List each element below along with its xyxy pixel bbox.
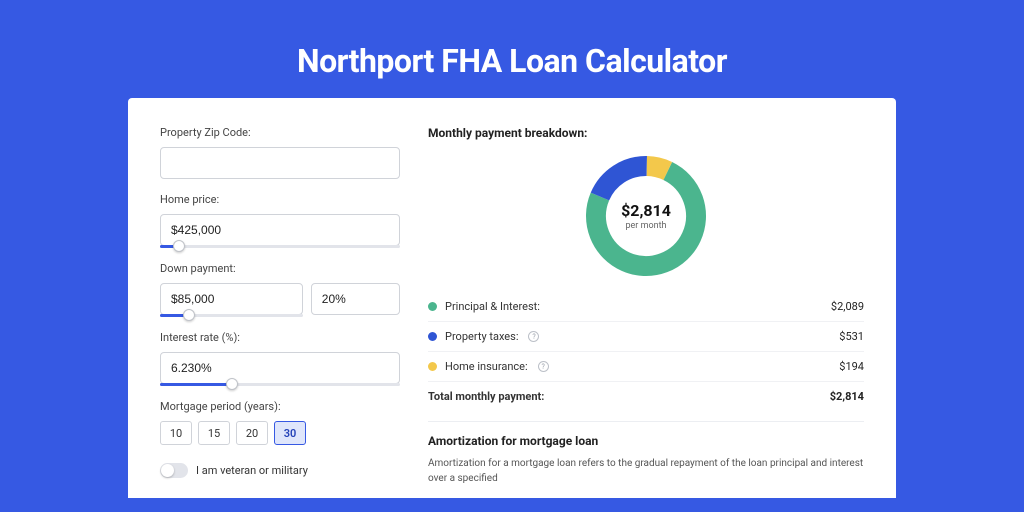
donut-segment	[647, 166, 668, 171]
down-payment-percent-input[interactable]	[311, 283, 400, 315]
home-price-label: Home price:	[160, 193, 400, 206]
veteran-toggle[interactable]	[160, 463, 188, 478]
down-payment-amount-input[interactable]	[160, 283, 303, 315]
legend-value: $2,089	[831, 300, 864, 313]
down-payment-slider-thumb[interactable]	[183, 309, 195, 321]
legend-row: Home insurance:? $194	[428, 351, 864, 381]
amortization-title: Amortization for mortgage loan	[428, 434, 864, 448]
down-payment-group: Down payment:	[160, 262, 400, 317]
home-price-input[interactable]	[160, 214, 400, 246]
zip-field-group: Property Zip Code:	[160, 126, 400, 179]
mortgage-period-group: Mortgage period (years): 10152030	[160, 400, 400, 445]
veteran-toggle-row: I am veteran or military	[160, 463, 400, 478]
section-divider	[428, 421, 864, 422]
legend-value: $531	[839, 330, 864, 343]
mortgage-period-label: Mortgage period (years):	[160, 400, 400, 413]
breakdown-panel: Monthly payment breakdown: $2,814 per mo…	[428, 126, 864, 498]
legend-dot	[428, 362, 437, 371]
info-icon[interactable]: ?	[528, 331, 539, 342]
donut-sub: per month	[621, 221, 671, 231]
home-price-slider-thumb[interactable]	[173, 240, 185, 252]
interest-rate-label: Interest rate (%):	[160, 331, 400, 344]
donut-chart: $2,814 per month	[584, 154, 708, 278]
period-option-10[interactable]: 10	[160, 421, 192, 445]
zip-label: Property Zip Code:	[160, 126, 400, 139]
legend-dot	[428, 332, 437, 341]
amortization-text: Amortization for a mortgage loan refers …	[428, 456, 864, 486]
legend-value: $194	[839, 360, 864, 373]
legend-row: Property taxes:? $531	[428, 321, 864, 351]
interest-rate-slider-fill	[160, 383, 232, 386]
zip-input[interactable]	[160, 147, 400, 179]
legend-label: Home insurance:	[445, 360, 528, 373]
veteran-label: I am veteran or military	[196, 464, 308, 477]
donut-chart-wrap: $2,814 per month	[428, 150, 864, 292]
calculator-card: Property Zip Code: Home price: Down paym…	[128, 98, 896, 498]
legend-dot	[428, 302, 437, 311]
home-price-slider[interactable]	[160, 245, 400, 248]
donut-amount: $2,814	[621, 201, 671, 220]
legend-list: Principal & Interest: $2,089 Property taxe…	[428, 292, 864, 381]
legend-row: Principal & Interest: $2,089	[428, 292, 864, 321]
period-option-30[interactable]: 30	[274, 421, 306, 445]
donut-center: $2,814 per month	[621, 201, 671, 231]
interest-rate-input[interactable]	[160, 352, 400, 384]
mortgage-period-options: 10152030	[160, 421, 400, 445]
interest-rate-slider[interactable]	[160, 383, 400, 386]
interest-rate-group: Interest rate (%):	[160, 331, 400, 386]
inputs-panel: Property Zip Code: Home price: Down paym…	[160, 126, 400, 498]
home-price-group: Home price:	[160, 193, 400, 248]
donut-segment	[600, 166, 647, 197]
legend-total-value: $2,814	[830, 390, 864, 403]
down-payment-label: Down payment:	[160, 262, 400, 275]
breakdown-title: Monthly payment breakdown:	[428, 126, 864, 140]
legend-total-label: Total monthly payment:	[428, 390, 544, 403]
period-option-15[interactable]: 15	[198, 421, 230, 445]
calculator-frame: Northport FHA Loan Calculator Property Z…	[108, 20, 916, 512]
interest-rate-slider-thumb[interactable]	[226, 378, 238, 390]
veteran-toggle-knob	[161, 464, 174, 477]
period-option-20[interactable]: 20	[236, 421, 268, 445]
legend-label: Property taxes:	[445, 330, 518, 343]
down-payment-slider[interactable]	[160, 314, 303, 317]
legend-label: Principal & Interest:	[445, 300, 540, 313]
page-title: Northport FHA Loan Calculator	[108, 20, 916, 98]
info-icon[interactable]: ?	[538, 361, 549, 372]
legend-total-row: Total monthly payment: $2,814	[428, 381, 864, 411]
